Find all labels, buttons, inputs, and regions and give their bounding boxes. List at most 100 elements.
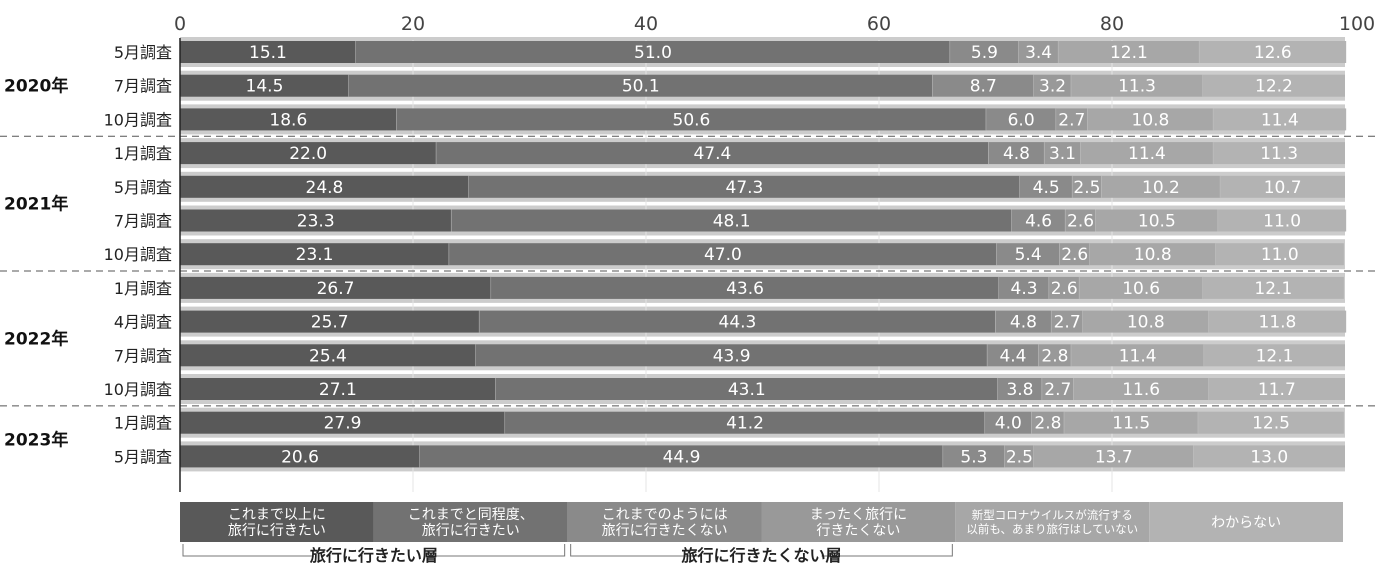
year-labels: 2020年 2021年 2022年 2023年 xyxy=(4,76,68,451)
bar-segment xyxy=(468,175,1020,198)
legend-swatch xyxy=(373,502,568,542)
value-label: 4.5 xyxy=(1033,178,1060,198)
x-tick-label: 0 xyxy=(174,13,186,35)
bar-segment xyxy=(932,74,1034,97)
bar-segment xyxy=(943,445,1005,468)
bar-segment xyxy=(1198,411,1344,434)
legend-label: これまでと同程度、 xyxy=(408,507,534,523)
row-label: 5月調査 xyxy=(114,43,172,62)
bar-segment xyxy=(1058,41,1200,63)
bar-segment xyxy=(995,310,1052,333)
value-label: 6.0 xyxy=(1008,110,1035,130)
legend-label: これまでのようには xyxy=(602,507,728,523)
value-label: 11.8 xyxy=(1259,313,1297,333)
value-label: 10.7 xyxy=(1264,178,1302,198)
value-label: 3.2 xyxy=(1039,77,1066,97)
bar-segment xyxy=(997,378,1043,400)
bar-segment xyxy=(1004,445,1034,468)
bar-segment xyxy=(505,411,986,434)
bar-segment xyxy=(1199,41,1347,63)
bar-segment xyxy=(1202,276,1344,299)
value-label: 2.6 xyxy=(1051,279,1078,299)
bar-segment xyxy=(1082,310,1209,333)
value-label: 15.1 xyxy=(249,43,287,63)
bar-segment xyxy=(180,142,437,165)
bar-segment xyxy=(475,344,988,367)
value-label: 4.8 xyxy=(1003,144,1030,164)
value-label: 11.4 xyxy=(1128,144,1166,164)
group-bracket xyxy=(182,544,314,557)
bar-segment xyxy=(180,378,496,400)
value-label: 22.0 xyxy=(289,144,327,164)
bar-segment xyxy=(1019,175,1073,198)
bar-segment xyxy=(1059,243,1090,266)
value-label: 48.1 xyxy=(713,212,751,232)
bars xyxy=(180,41,1347,468)
value-label: 47.3 xyxy=(726,178,764,198)
bar-segment xyxy=(1080,142,1214,165)
value-label: 4.8 xyxy=(1010,313,1037,333)
value-label: 2.7 xyxy=(1058,110,1085,130)
year-label: 2021年 xyxy=(4,194,68,215)
value-label: 10.8 xyxy=(1127,313,1165,333)
bar-segment xyxy=(1056,108,1088,131)
row-label: 7月調査 xyxy=(114,346,172,365)
bar-segment xyxy=(436,142,989,165)
value-label: 10.8 xyxy=(1132,110,1170,130)
value-label: 2.8 xyxy=(1034,414,1061,434)
value-label: 47.0 xyxy=(704,245,742,265)
x-tick-label: 60 xyxy=(867,13,891,35)
x-tick-label: 20 xyxy=(401,13,425,35)
bar-segment xyxy=(1031,411,1065,434)
row-label: 4月調査 xyxy=(114,313,172,332)
value-label: 50.1 xyxy=(622,77,660,97)
value-label: 12.6 xyxy=(1254,43,1292,63)
bar-segment xyxy=(419,445,944,468)
group-bracket xyxy=(821,544,953,557)
row-labels: 5月調査 7月調査 10月調査 1月調査 5月調査 7月調査 10月調査 1月調査 4月調査 7月… xyxy=(104,43,172,466)
bar-segment xyxy=(495,378,998,400)
legend-swatch xyxy=(761,502,956,542)
value-label: 2.5 xyxy=(1073,178,1100,198)
year-label: 2023年 xyxy=(4,430,68,451)
value-label: 24.8 xyxy=(306,178,344,198)
bar-segment xyxy=(180,344,476,367)
value-label: 2.6 xyxy=(1061,245,1088,265)
value-label: 4.3 xyxy=(1011,279,1038,299)
row-label: 5月調査 xyxy=(114,447,172,466)
year-separators xyxy=(0,135,1379,407)
legend-label: わからない xyxy=(1211,515,1281,531)
value-label: 26.7 xyxy=(317,279,355,299)
value-label: 23.1 xyxy=(296,245,334,265)
row-label: 1月調査 xyxy=(114,144,172,163)
value-label: 10.5 xyxy=(1138,212,1176,232)
value-label: 3.1 xyxy=(1049,144,1076,164)
bar-segment xyxy=(1095,209,1219,232)
legend-swatch xyxy=(1149,502,1343,542)
value-label: 2.6 xyxy=(1067,212,1094,232)
row-label: 1月調査 xyxy=(114,279,172,298)
bar-segment xyxy=(180,445,420,468)
bar-segment xyxy=(1071,74,1203,97)
bar-segment xyxy=(451,209,1012,232)
bar-segment xyxy=(1064,411,1199,434)
value-label: 14.5 xyxy=(246,77,284,97)
bar-segment xyxy=(1073,378,1209,400)
row-label: 1月調査 xyxy=(114,414,172,433)
group-label: 旅行に行きたい層 xyxy=(310,546,438,563)
value-label: 11.7 xyxy=(1258,380,1296,400)
bar-segment xyxy=(986,108,1057,131)
value-label: 43.6 xyxy=(726,279,764,299)
value-label: 8.7 xyxy=(970,77,997,97)
bar-segment xyxy=(180,175,469,198)
legend-swatch xyxy=(567,502,762,542)
bar-segment xyxy=(396,108,987,131)
bar-segment xyxy=(180,310,480,333)
bar-segment xyxy=(1038,344,1072,367)
value-label: 51.0 xyxy=(634,43,672,63)
value-label: 11.5 xyxy=(1112,414,1150,434)
value-label: 2.7 xyxy=(1054,313,1081,333)
bar-segment xyxy=(1101,175,1221,198)
bar-segment xyxy=(996,243,1060,266)
value-label: 13.0 xyxy=(1250,447,1288,467)
